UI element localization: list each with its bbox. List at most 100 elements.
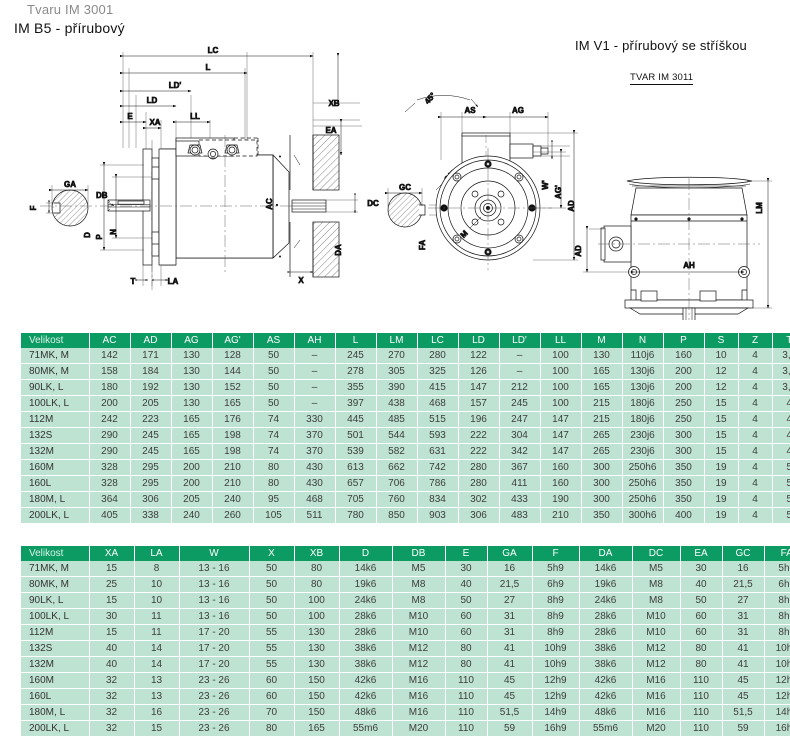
cell-ld: 122 <box>458 348 500 364</box>
cell-ad: 184 <box>130 363 172 380</box>
cell-t: 4 <box>772 427 790 444</box>
cell-z: 4 <box>738 348 773 364</box>
cell-lm: 544 <box>376 427 418 444</box>
cell-ld: – <box>499 363 541 380</box>
cell-as: 80 <box>253 459 295 476</box>
column-header-ac: AC <box>89 333 131 348</box>
row-label: 132S <box>21 640 90 657</box>
cell-l: 705 <box>335 491 377 508</box>
svg-text:LM: LM <box>755 202 764 214</box>
cell-ga: 45 <box>487 672 533 689</box>
cell-d: 38k6 <box>339 640 393 657</box>
cell-lc: 786 <box>417 475 459 492</box>
cell-ah: – <box>294 363 336 380</box>
column-header-ag: AG' <box>212 333 254 348</box>
column-header-w: W <box>179 546 250 561</box>
cell-lc: 280 <box>417 348 459 364</box>
table-row: 132M 40 14 17 - 20 55 130 38k6 M12 80 41 10h9 38k6 M… <box>21 656 790 673</box>
cell-dc: M10 <box>632 624 681 641</box>
table-row: 132S 290 245 165 198 74 370 501 544 593 222 304 147 2… <box>21 427 790 444</box>
cell-z: 4 <box>738 363 773 380</box>
cell-ld: 157 <box>458 395 500 412</box>
cell-db: M12 <box>392 640 446 657</box>
cell-ah: 430 <box>294 475 336 492</box>
cell-ld: 222 <box>458 443 500 460</box>
cell-lc: 593 <box>417 427 459 444</box>
cell-dc: M16 <box>632 672 681 689</box>
cell-xa: 40 <box>89 656 135 673</box>
page-subtitle: Tvaru IM 3001 <box>27 2 114 17</box>
cell-d: 42k6 <box>339 688 393 705</box>
cell-xb: 130 <box>294 640 340 657</box>
cell-n: 250h6 <box>622 475 664 492</box>
table-row: 132S 40 14 17 - 20 55 130 38k6 M12 80 41 10h9 38k6 M… <box>21 640 790 657</box>
cell-z: 4 <box>738 475 773 492</box>
cell-x: 55 <box>249 624 295 641</box>
column-header-ag: AG <box>171 333 213 348</box>
cell-dc: M20 <box>632 720 681 736</box>
cell-la: 14 <box>134 640 180 657</box>
row-label: 112M <box>21 624 90 641</box>
column-header-d: D <box>339 546 393 561</box>
column-header-m: M <box>581 333 623 348</box>
cell-ag: 130 <box>171 395 213 412</box>
cell-ea: 40 <box>680 576 723 593</box>
cell-as: 50 <box>253 395 295 412</box>
cell-m: 300 <box>581 475 623 492</box>
cell-ld: 212 <box>499 379 541 396</box>
cell-ac: 200 <box>89 395 131 412</box>
cell-w: 13 - 16 <box>179 592 250 609</box>
cell-db: M16 <box>392 704 446 721</box>
row-label: 80MK, M <box>21 363 90 380</box>
cell-ad: 306 <box>130 491 172 508</box>
cell-x: 50 <box>249 608 295 625</box>
cell-ea: 50 <box>680 592 723 609</box>
cell-fa: 6h9 <box>764 576 790 593</box>
cell-ga: 16 <box>487 561 533 577</box>
cell-fa: 12h9 <box>764 672 790 689</box>
cell-m: 215 <box>581 395 623 412</box>
cell-ll: 100 <box>540 379 582 396</box>
svg-text:GC: GC <box>399 183 411 192</box>
cell-f: 16h9 <box>532 720 580 736</box>
cell-as: 95 <box>253 491 295 508</box>
cell-p: 400 <box>663 507 705 523</box>
cell-ld: 342 <box>499 443 541 460</box>
cell-lm: 438 <box>376 395 418 412</box>
cell-ad: 192 <box>130 379 172 396</box>
cell-fa: 16h9 <box>764 720 790 736</box>
cell-ld: 245 <box>499 395 541 412</box>
cell-dc: M12 <box>632 640 681 657</box>
cell-xb: 130 <box>294 624 340 641</box>
table-row: 90LK, L 15 10 13 - 16 50 100 24k6 M8 50 27 8h9 24k6… <box>21 592 790 609</box>
cell-e: 50 <box>445 592 488 609</box>
cell-z: 4 <box>738 507 773 523</box>
cell-xb: 165 <box>294 720 340 736</box>
cell-lc: 515 <box>417 411 459 428</box>
cell-d: 42k6 <box>339 672 393 689</box>
cell-ac: 328 <box>89 459 131 476</box>
cell-da: 19k6 <box>579 576 633 593</box>
cell-da: 14k6 <box>579 561 633 577</box>
cell-d: 19k6 <box>339 576 393 593</box>
cell-ag: 130 <box>171 348 213 364</box>
svg-text:F: F <box>29 205 38 210</box>
cell-t: 3,5 <box>772 348 790 364</box>
technical-drawing: LC L LD' LD E XA LL XB EA AC <box>0 0 790 320</box>
column-header-ah: AH <box>294 333 336 348</box>
cell-t: 5 <box>772 459 790 476</box>
table-row: 160L 32 13 23 - 26 60 150 42k6 M16 110 45 12h9 42k6… <box>21 688 790 705</box>
cell-la: 15 <box>134 720 180 736</box>
row-label: 80MK, M <box>21 576 90 593</box>
svg-text:45°: 45° <box>423 91 438 106</box>
cell-ag: 152 <box>212 379 254 396</box>
cell-s: 19 <box>704 459 739 476</box>
column-header-lm: LM <box>376 333 418 348</box>
cell-ll: 147 <box>540 443 582 460</box>
cell-ll: 100 <box>540 348 582 364</box>
column-header-ga: GA <box>487 546 533 561</box>
cell-w: 13 - 16 <box>179 608 250 625</box>
cell-ea: 110 <box>680 688 723 705</box>
svg-text:FA: FA <box>418 240 427 250</box>
cell-x: 60 <box>249 672 295 689</box>
